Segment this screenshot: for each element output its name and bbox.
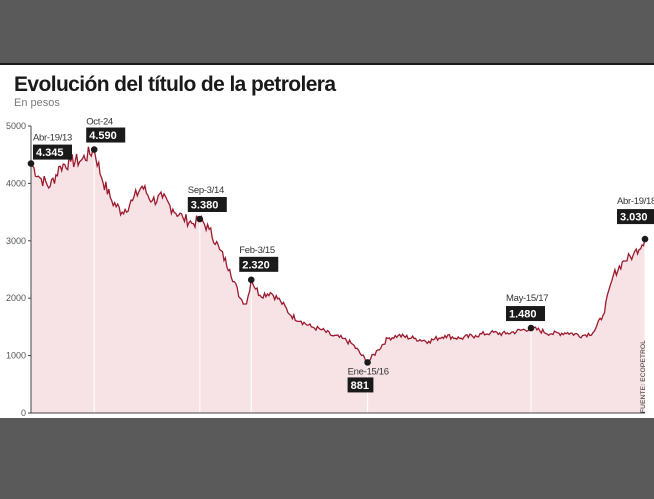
y-tick-label: 2000: [6, 293, 26, 303]
annotation-dot: [27, 160, 35, 167]
price-chart: 0 1000 2000 3000 4000 5000 Abr-19/13 4.345 Oct-…: [6, 117, 654, 418]
annotation-date: Abr-19/18: [617, 196, 654, 207]
y-tick-label: 3000: [6, 236, 26, 246]
annotation-date: Sep-3/14: [188, 185, 224, 196]
annotation-value: 2.320: [242, 259, 270, 271]
annotation-date: Abr-19/13: [33, 133, 72, 144]
annotation-dot: [364, 359, 371, 366]
annotation: Ene-15/16 881: [347, 359, 389, 393]
annotation-value: 4.590: [89, 130, 117, 142]
annotation-date: Oct-24: [86, 117, 113, 128]
annotation-box: [86, 127, 126, 143]
y-tick-label: 4000: [6, 178, 26, 188]
annotation-dot: [90, 146, 98, 153]
y-axis: 0 1000 2000 3000 4000 5000: [6, 121, 645, 418]
annotation: Abr-19/13 4.345: [27, 133, 72, 167]
annotation: Feb-3/15 2.320: [239, 245, 279, 284]
top-rule: [0, 63, 654, 65]
price-line: [30, 146, 646, 364]
price-area: [31, 146, 645, 414]
annotation-box: [347, 377, 374, 393]
annotations: Abr-19/13 4.345 Oct-24 4.590 Sep-3/14 3.380 Fe…: [27, 117, 654, 393]
annotation-value: 4.345: [36, 147, 64, 159]
area-layer: [30, 146, 646, 414]
y-tick-label: 1000: [6, 351, 26, 361]
source-note: FUENTE: ECOPETROL: [640, 340, 647, 413]
annotation-date: May-15/17: [506, 293, 548, 304]
annotation-value: 1.480: [509, 309, 537, 321]
annotation-dot: [247, 276, 255, 284]
annotation-dot: [641, 235, 649, 243]
annotation-date: Feb-3/15: [239, 245, 275, 256]
annotation: Sep-3/14 3.380: [187, 185, 227, 223]
annotation-dot: [527, 324, 535, 332]
annotation-date: Ene-15/16: [348, 366, 389, 377]
annotation-box: [187, 196, 227, 212]
y-tick-label: 5000: [6, 121, 26, 131]
annotation: Abr-19/18 3.030: [617, 196, 654, 243]
chart-panel: Evolución del título de la petrolera En …: [0, 63, 654, 418]
annotation-value: 881: [351, 380, 369, 392]
annotation-dot: [196, 215, 204, 223]
chart-subtitle: En pesos: [14, 97, 60, 109]
chart-title: Evolución del título de la petrolera: [14, 73, 336, 96]
y-tick-label: 0: [21, 408, 26, 418]
annotation-box: [506, 306, 546, 322]
annotation: May-15/17 1.480: [506, 293, 549, 332]
annotation-box: [239, 256, 279, 272]
annotation-box: [33, 144, 72, 160]
annotation-box: [617, 209, 654, 225]
annotation: Oct-24 4.590: [86, 117, 126, 153]
annotation-value: 3.030: [620, 212, 648, 224]
annotation-value: 3.380: [191, 199, 219, 211]
